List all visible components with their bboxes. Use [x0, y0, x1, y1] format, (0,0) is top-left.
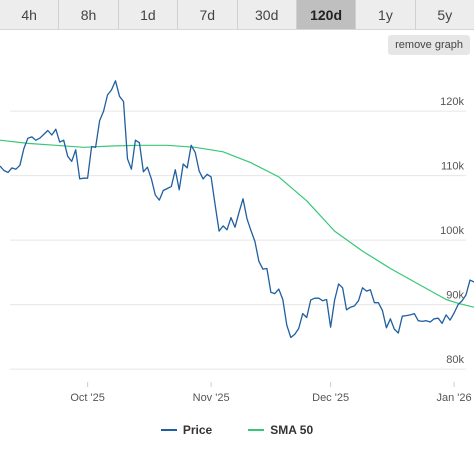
legend-item-sma[interactable]: SMA 50	[248, 423, 313, 437]
chart-legend: Price SMA 50	[0, 419, 474, 441]
tab-5y[interactable]: 5y	[437, 6, 453, 23]
legend-swatch-sma	[248, 429, 265, 431]
tab-1d[interactable]: 1d	[119, 0, 179, 29]
tab-8h[interactable]: 8h	[59, 0, 119, 29]
legend-swatch-price	[160, 429, 177, 431]
x-tick-label: Nov '25	[193, 392, 230, 404]
x-tick-label: Oct '25	[70, 392, 105, 404]
legend-label-price: Price	[182, 423, 213, 437]
tab-7d[interactable]: 7d	[178, 0, 238, 29]
x-tick-label: Dec '25	[312, 392, 349, 404]
sma-50-line	[0, 139, 474, 308]
price-line	[0, 80, 474, 339]
y-tick-label: 100k	[440, 225, 464, 237]
remove-graph-button[interactable]: remove graph	[388, 35, 470, 55]
tab-1y[interactable]: 1y	[356, 0, 416, 29]
y-tick-label: 90k	[446, 290, 464, 302]
y-tick-label: 110k	[441, 161, 465, 173]
tab-4h[interactable]: 4h	[0, 0, 60, 29]
y-tick-label: 80k	[446, 354, 464, 366]
x-tick-label: Jan '26	[437, 392, 472, 404]
y-tick-label: 120k	[440, 96, 464, 108]
tab-30d[interactable]: 30d	[238, 0, 297, 29]
tab-120d[interactable]: 120d	[296, 0, 357, 29]
timeframe-tabs: 4h 8h 1d 7d 30d 120d 1y 5y	[0, 0, 474, 30]
legend-item-price[interactable]: Price	[160, 423, 213, 437]
price-chart: 80k 90k 100k 110k 120k Oct '25 Nov '25 Dec '25 J…	[0, 80, 474, 404]
legend-label-sma: SMA 50	[270, 423, 314, 437]
